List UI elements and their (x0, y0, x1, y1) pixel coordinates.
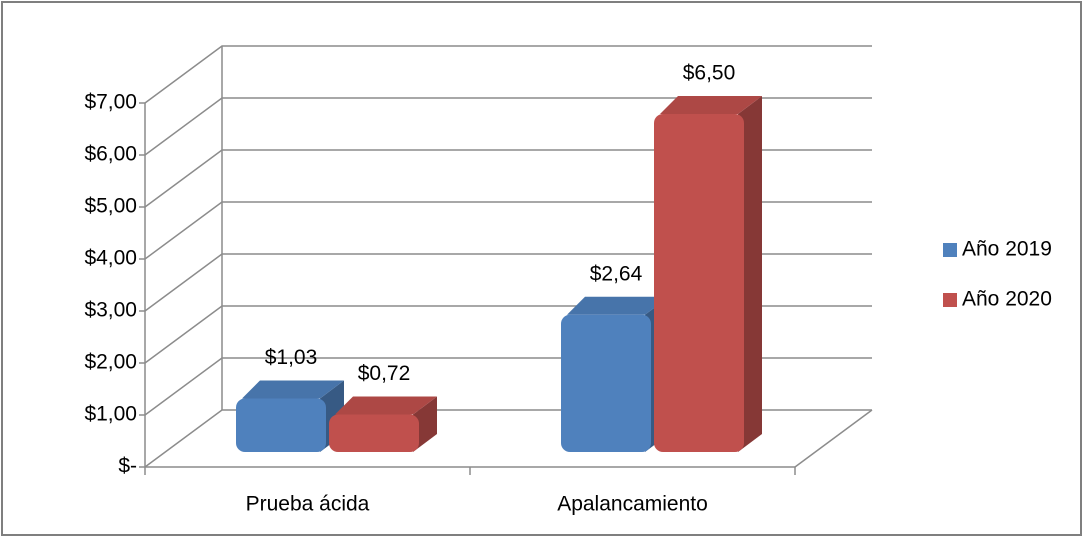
data-label: $0,72 (358, 362, 411, 385)
y-tick-label: $1,00 (84, 403, 137, 426)
bar-top (660, 96, 762, 114)
bar (654, 114, 744, 452)
bar (561, 314, 651, 452)
y-tick-label: $7,00 (84, 91, 137, 114)
y-tick-label: $5,00 (84, 195, 137, 218)
floor-edge (794, 409, 873, 468)
y-tick-label: $2,00 (84, 351, 137, 374)
grid-line (144, 97, 872, 156)
y-tick-label: $3,00 (84, 299, 137, 322)
bar-top (567, 296, 669, 315)
y-tick-label: $- (118, 455, 137, 478)
y-tick-label: $4,00 (84, 247, 137, 270)
legend-swatch (943, 293, 957, 307)
data-label: $6,50 (683, 62, 736, 85)
x-tick-label: Prueba ácida (246, 493, 370, 516)
legend-label: Año 2020 (962, 288, 1052, 311)
x-tick-label: Apalancamiento (557, 493, 708, 516)
bar-top (242, 380, 344, 399)
y-tick-label: $6,00 (84, 143, 137, 166)
bar (329, 414, 419, 452)
data-label: $2,64 (590, 262, 643, 285)
data-label: $1,03 (265, 346, 318, 369)
legend-label: Año 2019 (962, 238, 1052, 261)
bar (236, 398, 326, 452)
grid-line (144, 45, 872, 104)
legend-swatch (943, 243, 957, 257)
bar-top (335, 396, 437, 415)
